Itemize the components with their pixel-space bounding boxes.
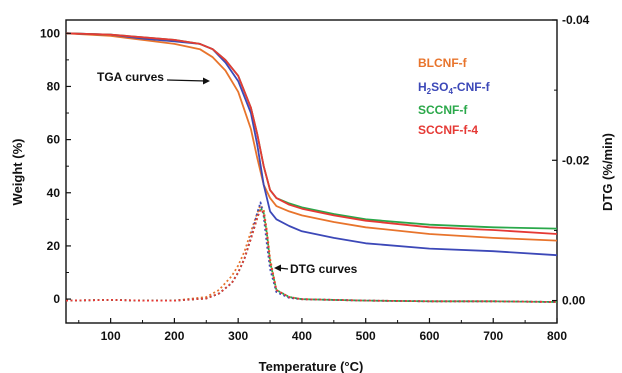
x-tick-label: 200 [164, 329, 184, 343]
legend-sub-2: 2 [427, 87, 432, 96]
legend-entry-sccnf-f: SCCNF-f [418, 103, 468, 117]
x-tick-label: 100 [101, 329, 121, 343]
y2-tick-label: -0.02 [562, 153, 590, 167]
x-tick-label: 800 [547, 329, 567, 343]
annotation-dtg-arrowhead [274, 264, 281, 272]
y-tick-label: 0 [53, 292, 60, 306]
ticks-layer: 100 200 300 400 500 600 700 800 0 20 40 60 80 100 0.00… [40, 13, 590, 343]
y-tick-label: 20 [47, 239, 61, 253]
series-line-sccnf-f-4-dtg [65, 208, 558, 303]
legend-entry-blcnf-f: BLCNF-f [418, 56, 468, 70]
y-tick-label: 80 [47, 79, 61, 93]
legend-sub-4: 4 [448, 87, 453, 96]
y2-tick-label: 0.00 [562, 294, 586, 308]
annotation-tga-curves: TGA curves [97, 70, 164, 84]
annotation-dtg-curves: DTG curves [290, 262, 358, 276]
x-tick-label: 600 [419, 329, 439, 343]
x-tick-label: 500 [356, 329, 376, 343]
legend-entry-h2so4-cnf-f: H2SO4-CNF-f [418, 80, 491, 96]
y-tick-label: 40 [47, 186, 61, 200]
y2-axis-title: DTG (%/min) [600, 133, 615, 211]
y-tick-label: 60 [47, 133, 61, 147]
plot-area [65, 19, 558, 324]
y2-tick-label: -0.04 [562, 13, 590, 27]
y-axis-title: Weight (%) [10, 139, 25, 206]
annotation-tga-arrow [166, 79, 207, 82]
legend-h: H [418, 80, 427, 94]
legend-so: SO [431, 80, 448, 94]
series-line-h2so4-cnf-f [65, 32, 558, 257]
annotation-tga-arrowhead [203, 77, 210, 85]
x-tick-label: 700 [483, 329, 503, 343]
series-line-blcnf-f [65, 32, 558, 242]
series-line-blcnf-f-dtg [65, 204, 558, 303]
series-line-sccnf-f-dtg [65, 207, 558, 303]
series-line-sccnf-f [65, 32, 558, 230]
legend-entry-sccnf-f-4: SCCNF-f-4 [418, 123, 478, 137]
legend: BLCNF-f H2SO4-CNF-f SCCNF-f SCCNF-f-4 [418, 56, 491, 137]
x-axis-title: Temperature (°C) [259, 359, 364, 373]
y-tick-label: 100 [40, 26, 60, 40]
x-tick-label: 300 [228, 329, 248, 343]
series-layer [65, 32, 558, 303]
legend-cnf-f: -CNF-f [453, 80, 491, 94]
series-line-sccnf-f-4 [65, 32, 558, 235]
x-tick-label: 400 [292, 329, 312, 343]
